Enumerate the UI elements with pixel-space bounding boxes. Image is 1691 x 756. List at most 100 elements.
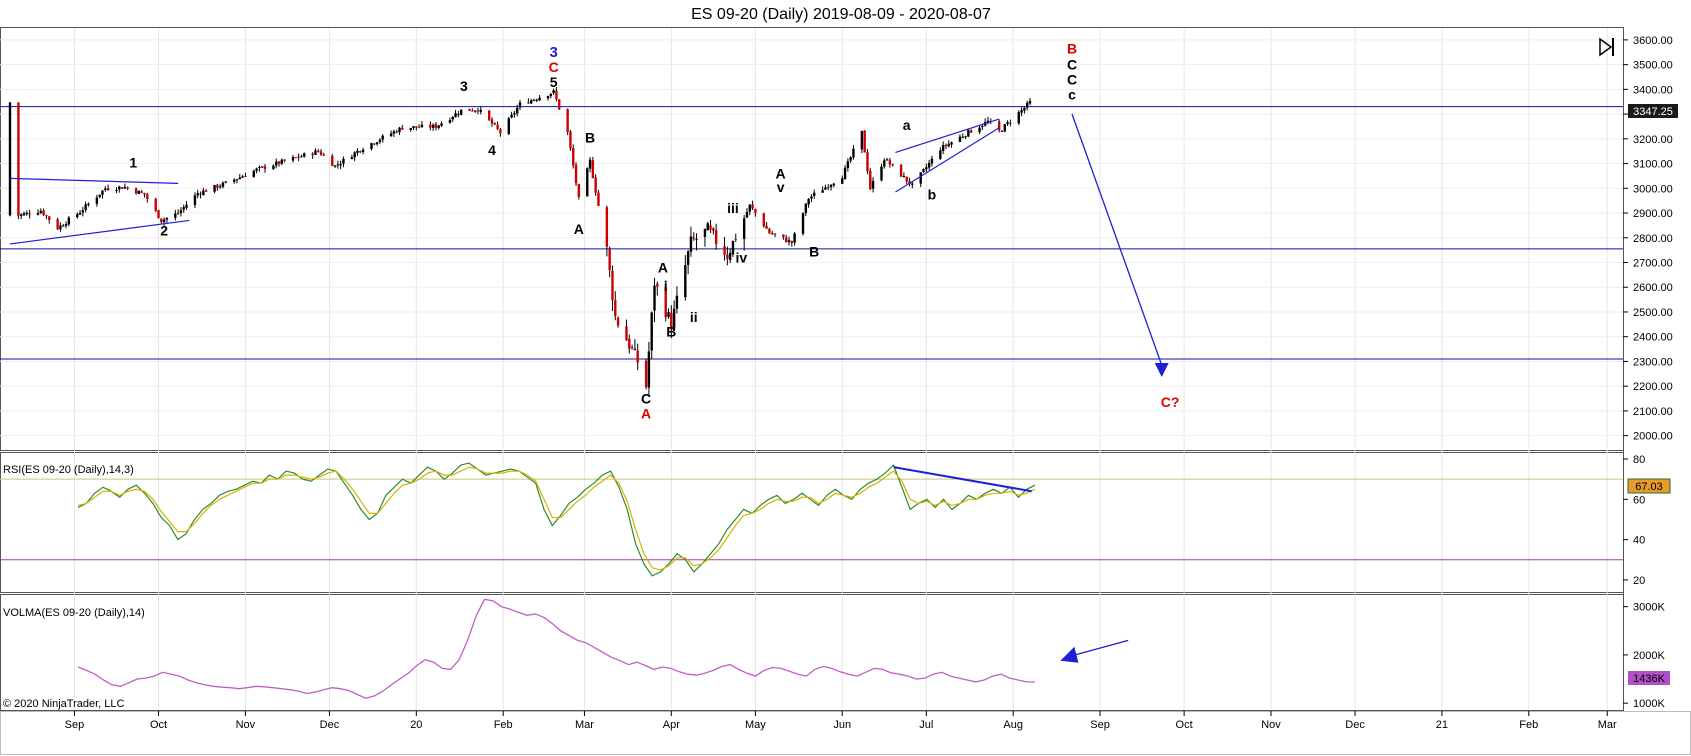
candle-body bbox=[434, 124, 438, 129]
horizontal-lines bbox=[0, 106, 1623, 360]
candle bbox=[454, 109, 457, 118]
candle bbox=[507, 116, 510, 136]
candle-body bbox=[787, 240, 791, 243]
wave-label: a bbox=[903, 117, 911, 133]
candle bbox=[734, 233, 737, 243]
x-tick-label: Jul bbox=[919, 719, 933, 731]
candle-body bbox=[782, 234, 785, 238]
candle bbox=[232, 178, 236, 184]
candle-body bbox=[272, 165, 275, 170]
candle bbox=[417, 124, 421, 129]
candle bbox=[398, 126, 401, 136]
candle-body bbox=[888, 160, 892, 165]
candle bbox=[969, 129, 973, 133]
candle bbox=[1025, 100, 1029, 111]
candle bbox=[591, 156, 595, 179]
trendline bbox=[895, 118, 1000, 154]
y-tick-label: 2700.00 bbox=[1633, 257, 1673, 269]
candle bbox=[849, 156, 852, 164]
candle bbox=[728, 248, 732, 264]
svg-text:1436K: 1436K bbox=[1633, 673, 1665, 685]
candle bbox=[25, 210, 29, 216]
volma-y-tick-label: 1000K bbox=[1633, 698, 1665, 710]
candle bbox=[499, 127, 502, 137]
candle-body bbox=[1028, 101, 1032, 104]
candle bbox=[342, 156, 345, 168]
candle bbox=[401, 124, 404, 130]
candle bbox=[790, 240, 794, 247]
candle bbox=[891, 163, 894, 167]
candle-body bbox=[628, 338, 631, 349]
candle-body bbox=[742, 218, 746, 239]
candle bbox=[1000, 130, 1004, 132]
candle-body bbox=[829, 184, 833, 187]
candle-body bbox=[532, 99, 536, 101]
candle-body bbox=[611, 270, 614, 301]
candle-body bbox=[322, 154, 326, 156]
candle bbox=[569, 130, 572, 151]
candle-body bbox=[473, 110, 477, 112]
x-tick-label: Sep bbox=[65, 719, 85, 731]
candle bbox=[448, 117, 452, 124]
candle bbox=[782, 234, 785, 240]
candle-body bbox=[457, 113, 460, 115]
volma-y-tick-label: 2000K bbox=[1633, 650, 1665, 662]
candle bbox=[1023, 105, 1026, 114]
candle bbox=[614, 291, 617, 321]
candle bbox=[983, 118, 987, 127]
copyright-text: © 2020 NinjaTrader, LLC bbox=[3, 698, 124, 710]
candle-body bbox=[964, 136, 967, 138]
candle bbox=[420, 120, 424, 128]
candle bbox=[1003, 123, 1006, 133]
candle-body bbox=[1020, 109, 1023, 113]
candle bbox=[824, 184, 827, 190]
candle-body bbox=[703, 228, 707, 237]
candle bbox=[17, 102, 20, 220]
candle-body bbox=[852, 148, 855, 158]
y-tick-label: 2300.00 bbox=[1633, 356, 1673, 368]
candle bbox=[154, 197, 157, 213]
candle-body bbox=[785, 237, 788, 243]
candle bbox=[76, 212, 79, 219]
candle-body bbox=[490, 119, 494, 124]
candle-body bbox=[810, 196, 813, 199]
candle bbox=[804, 203, 808, 217]
rsi-series bbox=[0, 462, 1623, 577]
candle bbox=[238, 173, 241, 180]
candle-body bbox=[731, 240, 735, 255]
candlestick-series bbox=[8, 87, 1032, 397]
x-tick-label: Jun bbox=[833, 719, 851, 731]
volma-panel-frame bbox=[0, 594, 1624, 711]
candle bbox=[134, 187, 138, 195]
candle-body bbox=[451, 117, 454, 120]
candle-body bbox=[277, 161, 281, 164]
candle-body bbox=[684, 265, 687, 298]
candle-body bbox=[134, 188, 138, 194]
candle-body bbox=[922, 168, 925, 172]
candle-body bbox=[415, 126, 418, 128]
candle bbox=[706, 221, 709, 231]
chart-title: ES 09-20 (Daily) 2019-08-09 - 2020-08-07 bbox=[691, 6, 991, 23]
candle bbox=[768, 227, 771, 234]
candle-body bbox=[143, 192, 146, 195]
candle bbox=[479, 106, 482, 115]
candle bbox=[36, 209, 40, 216]
candle bbox=[95, 194, 99, 207]
wave-label: B bbox=[585, 130, 595, 146]
scroll-to-end-icon[interactable] bbox=[1599, 37, 1614, 57]
candle-body bbox=[317, 150, 320, 152]
candle-body bbox=[375, 142, 379, 145]
candle-body bbox=[801, 213, 805, 234]
wave-label: b bbox=[928, 186, 937, 202]
candle bbox=[224, 181, 227, 184]
candle-body bbox=[381, 135, 384, 140]
candle-body bbox=[185, 204, 188, 208]
candle bbox=[1009, 119, 1012, 127]
candle bbox=[709, 219, 712, 234]
candle-body bbox=[597, 192, 600, 206]
candle-body bbox=[546, 96, 550, 99]
candle-body bbox=[555, 90, 558, 100]
y-tick-label: 2900.00 bbox=[1633, 208, 1673, 220]
candle-body bbox=[790, 240, 794, 244]
candle bbox=[748, 204, 751, 216]
